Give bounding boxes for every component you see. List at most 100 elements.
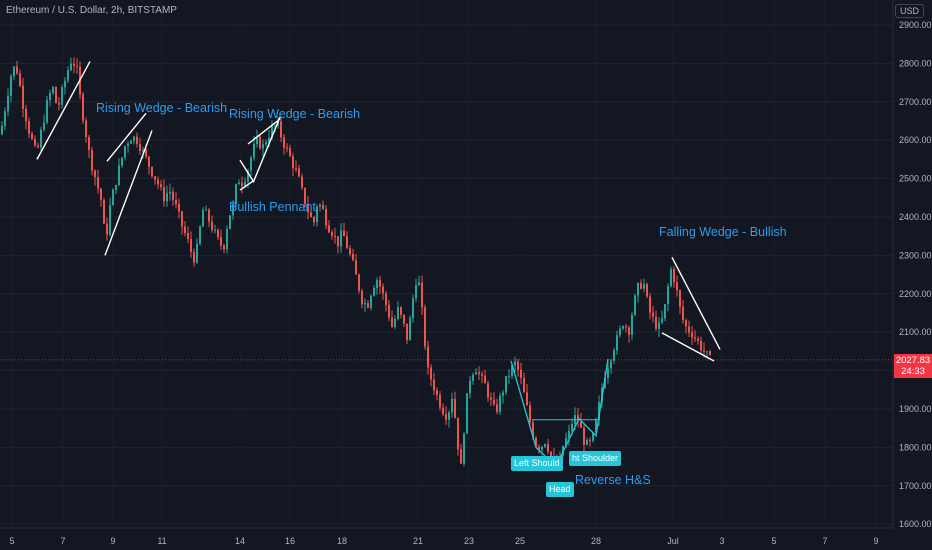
candle-body bbox=[196, 243, 198, 263]
candle-body bbox=[499, 395, 501, 412]
candle-body bbox=[286, 147, 288, 149]
candle-body bbox=[478, 372, 480, 375]
candle-body bbox=[544, 443, 546, 447]
candle-body bbox=[238, 182, 240, 185]
candle-body bbox=[208, 209, 210, 222]
candle-body bbox=[604, 377, 606, 388]
candle-body bbox=[598, 402, 600, 420]
candle-body bbox=[697, 338, 699, 341]
candle-body bbox=[493, 399, 495, 405]
candle-body bbox=[265, 142, 267, 145]
candle-body bbox=[169, 191, 171, 194]
candle-body bbox=[358, 274, 360, 291]
candle-body bbox=[136, 136, 138, 145]
candle-body bbox=[40, 129, 42, 148]
candle-body bbox=[490, 397, 492, 400]
x-tick-label: 9 bbox=[873, 536, 878, 546]
candle-body bbox=[73, 63, 75, 66]
y-tick-label: 2600.00 bbox=[899, 135, 932, 145]
candle-body bbox=[568, 430, 570, 439]
candle-body bbox=[427, 346, 429, 368]
candle-body bbox=[571, 423, 573, 431]
candle-body bbox=[247, 170, 249, 182]
reverse-hs-path bbox=[510, 358, 609, 468]
candle-body bbox=[688, 326, 690, 333]
candle-body bbox=[334, 235, 336, 237]
x-tick-label: Jul bbox=[667, 536, 679, 546]
candle-body bbox=[16, 66, 18, 74]
x-tick-label: 14 bbox=[235, 536, 245, 546]
x-tick-label: 7 bbox=[822, 536, 827, 546]
candle-body bbox=[634, 295, 636, 315]
candle-body bbox=[628, 327, 630, 335]
candle-body bbox=[463, 433, 465, 464]
candle-body bbox=[217, 229, 219, 238]
candle-body bbox=[106, 223, 108, 235]
candle-body bbox=[589, 439, 591, 441]
candle-body bbox=[577, 415, 579, 422]
currency-button[interactable]: USD bbox=[894, 4, 924, 18]
y-tick-label: 1800.00 bbox=[899, 442, 932, 452]
candle-body bbox=[529, 405, 531, 423]
candle-body bbox=[178, 203, 180, 212]
candle-body bbox=[526, 392, 528, 406]
candle-body bbox=[22, 85, 24, 109]
candle-body bbox=[592, 432, 594, 441]
candle-body bbox=[466, 393, 468, 434]
pattern-trendline bbox=[106, 112, 147, 162]
candle-body bbox=[652, 312, 654, 317]
candle-body bbox=[355, 260, 357, 275]
candle-body bbox=[241, 182, 243, 187]
candle-body bbox=[532, 422, 534, 438]
candle-body bbox=[418, 282, 420, 286]
candle-body bbox=[250, 157, 252, 171]
candle-body bbox=[673, 269, 675, 283]
candle-body bbox=[166, 193, 168, 202]
tag-head: Head bbox=[546, 482, 574, 497]
candle-body bbox=[199, 226, 201, 244]
candle-body bbox=[31, 133, 33, 139]
candle-body bbox=[550, 451, 552, 457]
candle-body bbox=[175, 199, 177, 204]
x-tick-label: 9 bbox=[110, 536, 115, 546]
candle-body bbox=[64, 80, 66, 88]
candle-body bbox=[511, 365, 513, 377]
candle-body bbox=[154, 176, 156, 180]
candle-body bbox=[325, 209, 327, 226]
candle-body bbox=[436, 390, 438, 395]
pattern-trendline bbox=[671, 256, 721, 350]
x-tick-label: 5 bbox=[771, 536, 776, 546]
candle-body bbox=[223, 245, 225, 250]
candle-body bbox=[502, 392, 504, 396]
candle-body bbox=[667, 286, 669, 304]
candle-body bbox=[691, 332, 693, 338]
candle-body bbox=[145, 149, 147, 157]
y-tick-label: 2700.00 bbox=[899, 97, 932, 107]
candle-body bbox=[391, 317, 393, 327]
candle-body bbox=[610, 360, 612, 369]
candle-body bbox=[307, 204, 309, 213]
candle-body bbox=[46, 99, 48, 123]
candle-body bbox=[382, 286, 384, 294]
candle-body bbox=[181, 211, 183, 227]
x-tick-label: 23 bbox=[464, 536, 474, 546]
candle-body bbox=[508, 376, 510, 378]
candle-body bbox=[139, 144, 141, 151]
candle-body bbox=[214, 229, 216, 231]
candle-body bbox=[118, 165, 120, 185]
candle-body bbox=[469, 380, 471, 394]
candle-body bbox=[457, 417, 459, 450]
x-tick-label: 18 bbox=[337, 536, 347, 546]
candle-body bbox=[91, 149, 93, 171]
candle-body bbox=[475, 372, 477, 375]
candle-body bbox=[295, 168, 297, 170]
candle-body bbox=[301, 176, 303, 188]
last-price-value: 2027.83 bbox=[895, 354, 931, 366]
candle-body bbox=[694, 337, 696, 339]
symbol-header: Ethereum / U.S. Dollar, 2h, BITSTAMP bbox=[6, 5, 177, 16]
candle-body bbox=[124, 146, 126, 158]
candle-body bbox=[607, 368, 609, 378]
candle-body bbox=[109, 205, 111, 235]
